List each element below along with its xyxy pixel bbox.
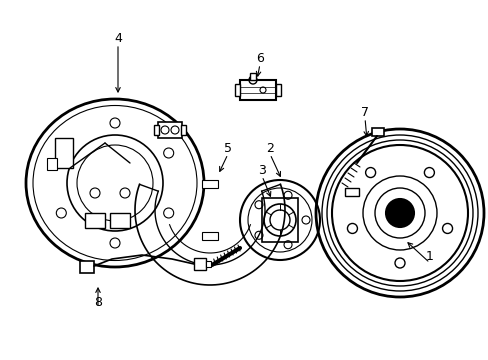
Bar [181, 125, 185, 135]
Text: 7: 7 [360, 105, 368, 118]
Text: 8: 8 [94, 296, 102, 309]
Bar [85, 213, 105, 228]
Bar [154, 125, 159, 135]
Bar [275, 84, 281, 96]
Text: 2: 2 [265, 141, 273, 154]
Bar [235, 84, 240, 96]
Text: 4: 4 [114, 31, 122, 45]
Bar [202, 180, 218, 188]
Text: 6: 6 [256, 51, 264, 64]
Bar [47, 158, 57, 170]
Text: 3: 3 [258, 163, 265, 176]
Bar [262, 198, 297, 242]
Bar [158, 122, 182, 138]
Bar [371, 128, 383, 136]
Circle shape [385, 199, 413, 227]
Bar [202, 232, 218, 240]
Bar [345, 188, 358, 196]
Bar [55, 138, 73, 168]
Text: 5: 5 [224, 141, 231, 154]
Bar [205, 261, 210, 267]
Bar [194, 258, 205, 270]
Bar [110, 213, 130, 228]
Bar [240, 80, 275, 100]
Bar [80, 261, 94, 273]
Bar [249, 73, 256, 80]
Text: 1: 1 [425, 251, 433, 264]
